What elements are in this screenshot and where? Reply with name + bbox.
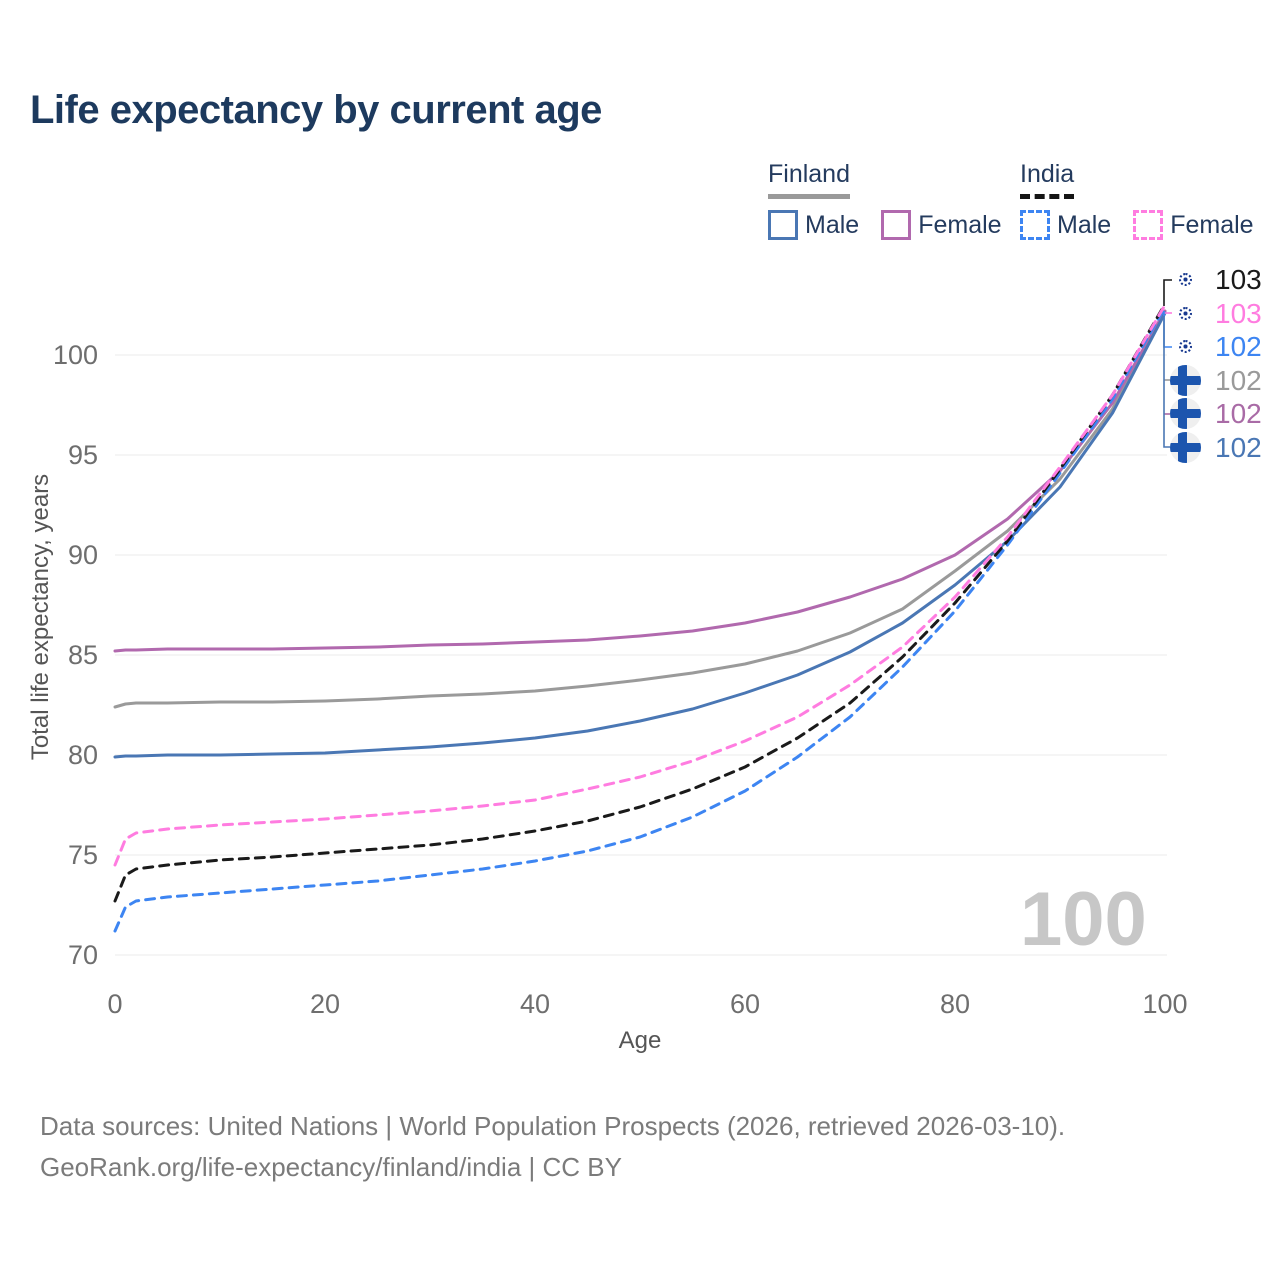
finland-male-swatch xyxy=(768,210,798,240)
line-chart: 70 75 80 85 90 95 100 0 20 40 60 80 100 Total life … xyxy=(27,279,1188,1054)
x-axis-title: Age xyxy=(619,1027,662,1054)
footer-source-line: Data sources: United Nations | World Pop… xyxy=(40,1111,1066,1141)
end-label-value: 102 xyxy=(1215,365,1262,396)
leader-lines xyxy=(1163,279,1172,448)
legend-label-finland-female: Female xyxy=(918,210,1002,239)
finland-flag-icon xyxy=(1170,365,1201,396)
end-label-row: 102 xyxy=(1170,365,1262,396)
x-tick-label: 0 xyxy=(107,989,122,1019)
end-label-value: 102 xyxy=(1215,398,1262,429)
chakra-icon xyxy=(1179,273,1192,286)
y-tick-label: 100 xyxy=(53,340,98,370)
end-label-value: 103 xyxy=(1215,264,1262,295)
gridlines xyxy=(115,354,1167,956)
legend-country-india[interactable]: India xyxy=(1020,160,1075,199)
line-india-male xyxy=(113,305,1167,933)
page-title: Life expectancy by current age xyxy=(30,88,602,132)
legend-label-india-male: Male xyxy=(1057,210,1112,239)
legend-item-finland-female[interactable]: Female xyxy=(881,210,1002,240)
india-female-swatch xyxy=(1133,210,1164,240)
end-label-row: 103 xyxy=(1170,298,1262,329)
footer: Data sources: United Nations | World Pop… xyxy=(40,1106,1065,1188)
legend-row-finland: Male Female xyxy=(768,210,1024,240)
end-label-row: 103 xyxy=(1170,264,1262,295)
y-tick-label: 80 xyxy=(68,740,98,770)
y-tick-label: 75 xyxy=(68,840,98,870)
x-tick-label: 20 xyxy=(310,989,340,1019)
footer-link-line: GeoRank.org/life-expectancy/finland/indi… xyxy=(40,1152,622,1182)
end-label-value: 103 xyxy=(1215,298,1262,329)
x-tick-labels: 0 20 40 60 80 100 xyxy=(107,989,1187,1019)
finland-flag-icon xyxy=(1170,432,1201,463)
legend-row-india: Male Female xyxy=(1020,210,1276,240)
line-india-both-sexes xyxy=(113,302,1167,903)
india-flag-icon xyxy=(1170,331,1201,362)
y-tick-label: 85 xyxy=(68,640,98,670)
chakra-icon xyxy=(1179,307,1192,320)
line-india-female xyxy=(113,303,1167,867)
legend-label-india-female: Female xyxy=(1170,210,1254,239)
y-tick-label: 95 xyxy=(68,440,98,470)
end-label-row: 102 xyxy=(1170,331,1262,362)
line-finland-female xyxy=(113,309,1167,653)
line-finland-male xyxy=(113,311,1167,759)
end-label-row: 102 xyxy=(1170,432,1262,463)
finland-flag-icon xyxy=(1170,398,1201,429)
legend-label-finland-male: Male xyxy=(805,210,860,239)
y-axis-title: Total life expectancy, years xyxy=(27,474,54,760)
chakra-icon xyxy=(1179,340,1192,353)
y-tick-label: 90 xyxy=(68,540,98,570)
x-tick-label: 60 xyxy=(730,989,760,1019)
y-tick-label: 70 xyxy=(68,940,98,970)
legend-item-india-female[interactable]: Female xyxy=(1133,210,1254,240)
finland-female-swatch xyxy=(881,210,912,240)
x-tick-label: 100 xyxy=(1142,989,1187,1019)
india-flag-icon xyxy=(1170,298,1201,329)
legend-country-finland[interactable]: Finland xyxy=(768,160,850,199)
x-tick-label: 40 xyxy=(520,989,550,1019)
legend-item-india-male[interactable]: Male xyxy=(1020,210,1111,240)
india-flag-icon xyxy=(1170,264,1201,295)
legend-group-india: India Male Female xyxy=(1020,160,1276,240)
legend-item-finland-male[interactable]: Male xyxy=(768,210,859,240)
end-label-row: 102 xyxy=(1170,398,1262,429)
age-counter-watermark: 100 xyxy=(1020,877,1147,962)
india-male-swatch xyxy=(1020,210,1050,240)
line-finland-both-sexes xyxy=(113,310,1167,709)
series-lines xyxy=(113,302,1167,933)
end-label-value: 102 xyxy=(1215,331,1262,362)
legend-group-finland: Finland Male Female xyxy=(768,160,1024,240)
y-tick-labels: 70 75 80 85 90 95 100 xyxy=(53,340,98,970)
x-tick-label: 80 xyxy=(940,989,970,1019)
end-label-value: 102 xyxy=(1215,432,1262,463)
